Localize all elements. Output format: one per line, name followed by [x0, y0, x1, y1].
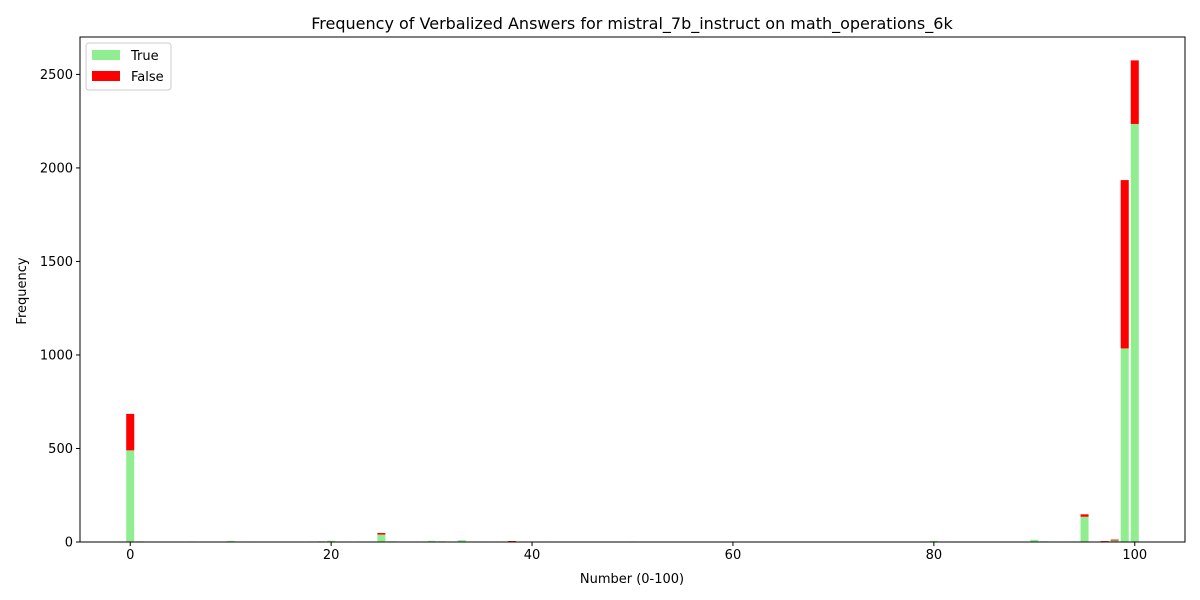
y-axis-label: Frequency [15, 257, 30, 324]
y-tick-label-500: 500 [48, 442, 73, 457]
bar-false-38 [507, 541, 516, 542]
y-tick-label-1500: 1500 [40, 255, 73, 270]
x-tick-label-40: 40 [524, 548, 541, 563]
x-tick-label-20: 20 [323, 548, 340, 563]
bar-false-0 [126, 413, 135, 451]
x-tick-label-0: 0 [126, 548, 134, 563]
bars-group [126, 60, 1139, 542]
bar-true-99 [1120, 348, 1129, 542]
bar-true-90 [1030, 539, 1039, 542]
bar-true-98 [1110, 540, 1119, 542]
x-tick-label-100: 100 [1122, 548, 1147, 563]
legend: True False [85, 42, 172, 91]
bar-false-95 [1080, 514, 1089, 517]
y-tick-label-1000: 1000 [40, 348, 73, 363]
legend-label-false: False [131, 70, 164, 85]
bar-false-25 [377, 533, 386, 535]
bar-true-95 [1080, 516, 1089, 542]
bar-true-10 [226, 540, 235, 542]
legend-swatch-true [92, 50, 120, 60]
bar-true-25 [377, 534, 386, 542]
bar-true-33 [457, 540, 466, 542]
x-tick-label-60: 60 [725, 548, 742, 563]
y-tick-label-0: 0 [65, 536, 73, 551]
bar-true-100 [1130, 123, 1139, 542]
x-axis-label: Number (0-100) [580, 572, 684, 587]
y-tick-label-2500: 2500 [40, 68, 73, 83]
bar-false-99 [1120, 180, 1129, 349]
chart-title: Frequency of Verbalized Answers for mist… [311, 14, 953, 34]
legend-label-true: True [130, 49, 159, 64]
bar-false-100 [1130, 60, 1139, 124]
y-tick-label-2000: 2000 [40, 161, 73, 176]
x-tick-label-80: 80 [926, 548, 943, 563]
bar-false-98 [1110, 539, 1119, 541]
bar-true-20 [327, 540, 336, 542]
bar-true-80 [929, 540, 938, 542]
bar-true-30 [427, 540, 436, 542]
plot-frame [79, 36, 1186, 543]
bar-true-0 [126, 450, 135, 542]
legend-swatch-false [92, 71, 120, 81]
